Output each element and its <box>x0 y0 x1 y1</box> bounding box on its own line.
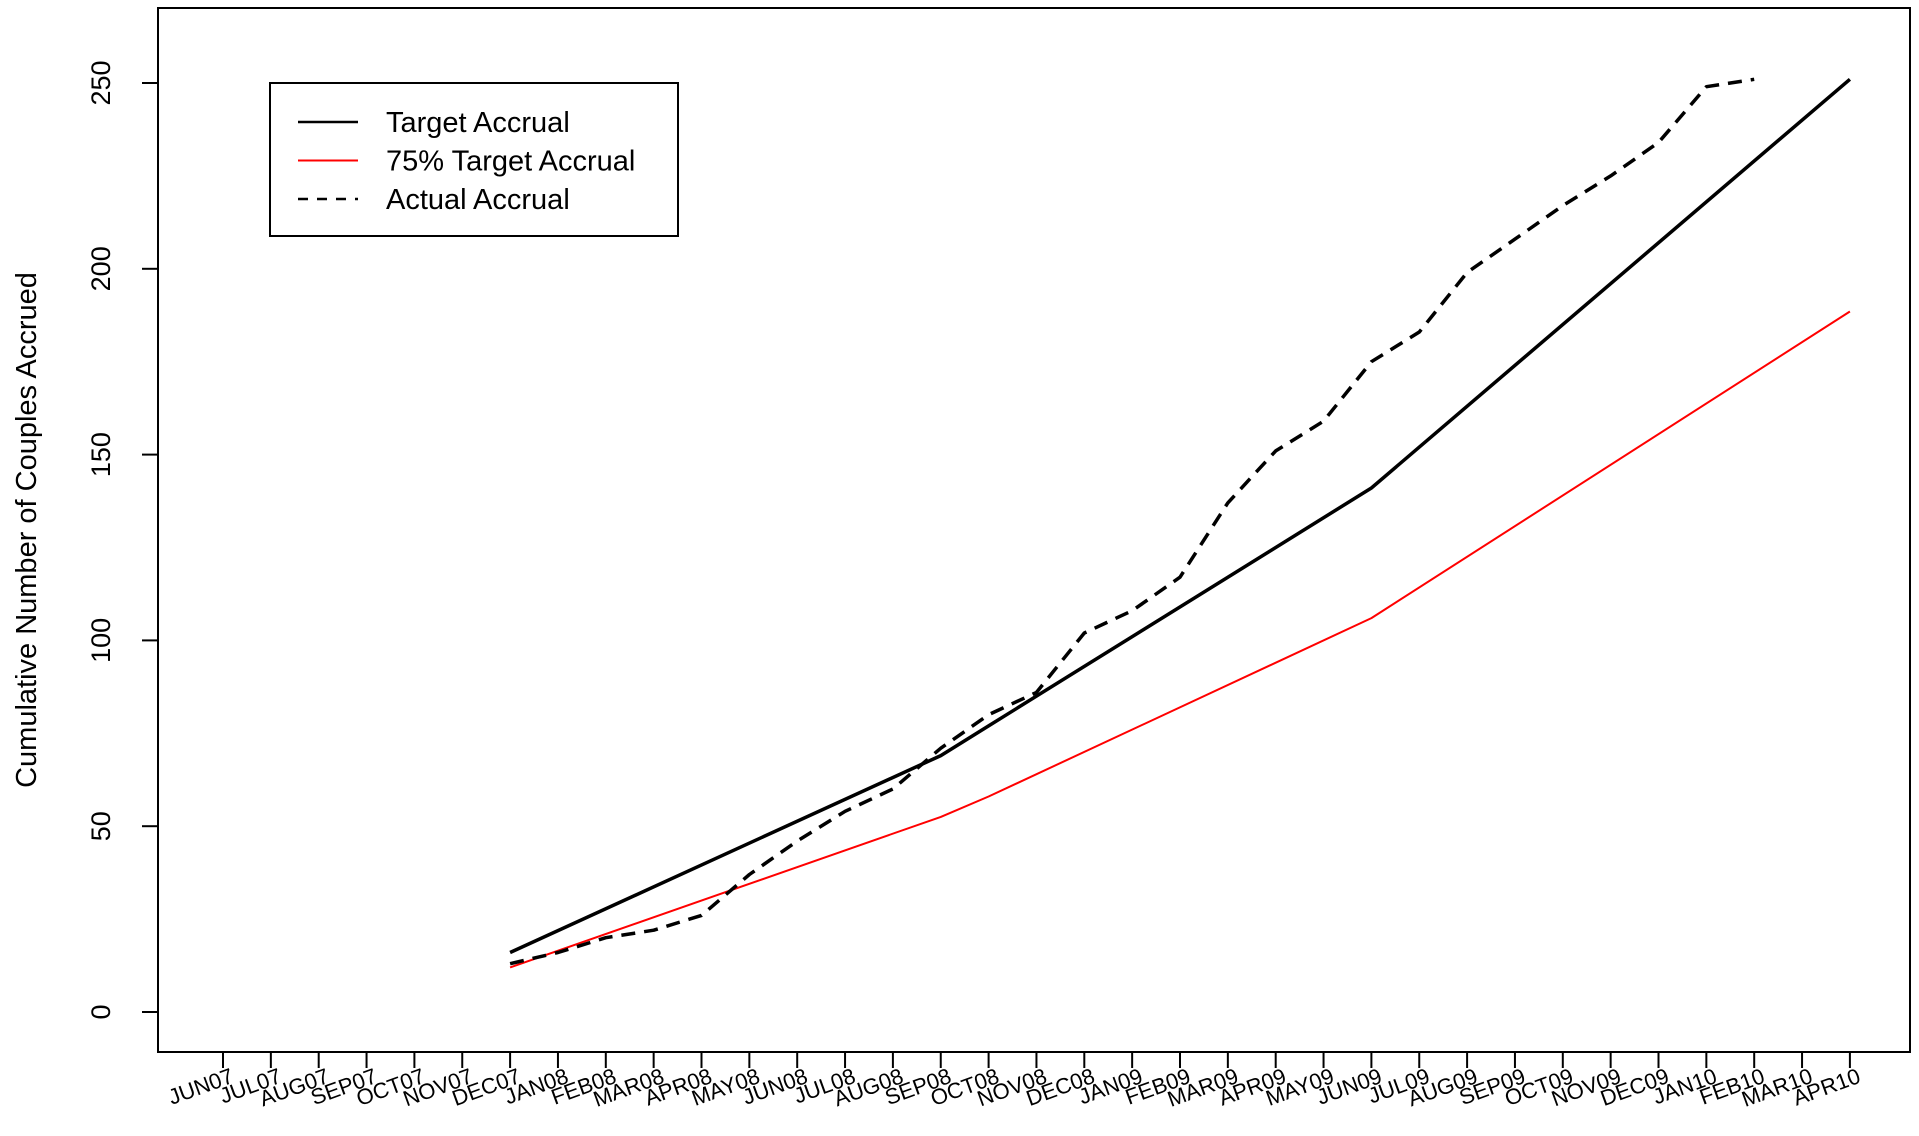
series-layer <box>509 77 1852 969</box>
y-axis: 0 50 100 150 200 250 <box>86 60 159 1020</box>
x-axis: JUN07JUL07AUG07SEP07OCT07NOV07DEC07JAN08… <box>165 1051 1864 1112</box>
y-tick-label: 200 <box>86 246 116 291</box>
series-line-target-accrual <box>509 77 1852 955</box>
y-tick-label: 150 <box>86 432 116 477</box>
legend: Target Accrual 75% Target Accrual Actual A… <box>269 82 679 237</box>
y-axis-label: Cumulative Number of Couples Accrued <box>11 272 43 788</box>
y-tick-label: 250 <box>86 60 116 105</box>
y-tick-label: 0 <box>86 1004 116 1019</box>
legend-items: Target Accrual 75% Target Accrual Actual A… <box>298 107 635 216</box>
legend-label-actual-accrual: Actual Accrual <box>386 184 570 216</box>
series-line-75pct-target-accrual <box>509 310 1851 969</box>
series-line-actual-accrual <box>509 77 1755 966</box>
legend-label-75pct-target-accrual: 75% Target Accrual <box>386 146 635 178</box>
y-tick-label: 50 <box>86 811 116 841</box>
legend-label-target-accrual: Target Accrual <box>386 107 570 139</box>
y-tick-label: 100 <box>86 618 116 663</box>
